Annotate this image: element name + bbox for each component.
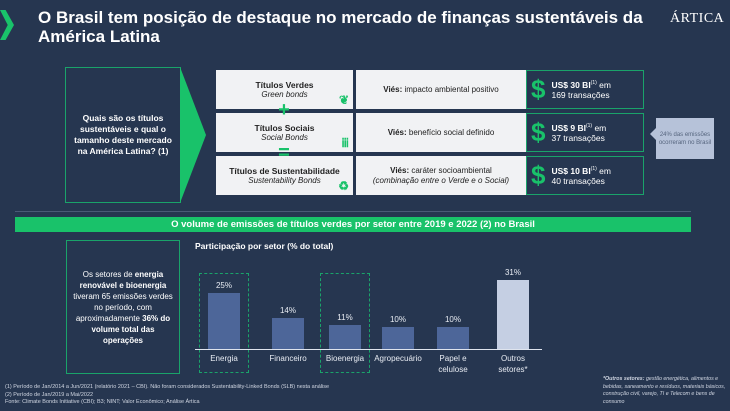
bond-name-cell: Títulos de Sustentabilidade Sustentabilit… — [216, 156, 353, 195]
bias-cell: Viés: benefício social definido — [356, 113, 526, 152]
category-label: Financeiro — [269, 354, 307, 363]
bond-row: Títulos Verdes Green bonds ❦ Viés: impacto… — [216, 70, 644, 109]
footnote: (1) Período de Jan/2014 a Jun/2021 (rela… — [5, 384, 330, 390]
bar — [437, 326, 469, 349]
bias-cell: Viés: caráter socioambiental (combinação … — [356, 156, 526, 195]
people-icon: ⅲ — [341, 136, 349, 150]
equals-icon: = — [278, 142, 290, 164]
page-title: O Brasil tem posição de destaque no merc… — [38, 8, 643, 46]
bond-name-cell: Títulos Sociais Social Bonds ⅲ — [216, 113, 353, 152]
highlight-box — [320, 273, 370, 373]
bond-name-en: Green bonds — [261, 90, 308, 99]
bias-cell: Viés: impacto ambiental positivo — [356, 70, 526, 109]
transaction-count: 37 transações — [551, 133, 605, 144]
bond-row: Títulos Sociais Social Bonds ⅲ Viés: benef… — [216, 113, 644, 152]
section-banner: O volume de emissões de títulos verdes p… — [15, 217, 691, 232]
data-label: 14% — [279, 305, 296, 315]
category-label: Papel e celulose — [438, 354, 468, 374]
question-box: Quais são os títulos sustentáveis e qual… — [65, 67, 181, 203]
bar — [329, 324, 361, 349]
footnote-ref: (1) — [585, 122, 593, 129]
bar — [208, 293, 240, 349]
transaction-count: 40 transações — [551, 176, 605, 187]
bond-name-en: Sustentability Bonds — [248, 176, 321, 185]
divider — [15, 211, 691, 212]
bar — [272, 317, 304, 349]
data-label: 31% — [504, 268, 521, 277]
category-label: Bioenergia — [325, 354, 365, 363]
bias-detail: (combinação entre o Verde e o Social) — [372, 175, 510, 185]
bias-label: Viés: — [383, 84, 403, 94]
dollar-icon: $ — [531, 117, 546, 147]
data-label: 11% — [337, 312, 353, 322]
source-note: Fonte: Climate Bonds Initiative (CBI); B… — [5, 399, 200, 405]
plant-in-hand-icon: ❦ — [338, 93, 349, 107]
category-label: Agropecuário — [374, 354, 422, 363]
recycle-icon: ♻ — [338, 179, 349, 193]
other-sectors-note: *Outros setores: gestão energética, alim… — [603, 376, 730, 406]
bond-name-cell: Títulos Verdes Green bonds ❦ — [216, 70, 353, 109]
volume-em: em — [596, 79, 611, 90]
insight-bold: 36% do volume total das operações — [91, 313, 171, 345]
category-label: Energia — [210, 354, 238, 363]
volume-cell: $ US$ 9 BI(1) em 37 transações — [526, 113, 644, 152]
highlight-box — [199, 273, 249, 373]
insight-box: Os setores de energia renovável e bioene… — [66, 240, 180, 374]
chevron-logo-icon — [0, 10, 14, 40]
bar — [497, 280, 529, 349]
data-label: 10% — [389, 314, 406, 324]
bar — [382, 326, 414, 349]
dollar-icon: $ — [531, 160, 546, 190]
artica-logo: ÁRTICA — [670, 11, 725, 26]
data-label: 10% — [444, 314, 461, 324]
data-label: 25% — [215, 281, 232, 291]
bond-name: Títulos Sociais — [254, 123, 315, 133]
chart-title: Participação por setor (% do total) — [195, 241, 334, 251]
bond-name-en: Social Bonds — [261, 133, 308, 142]
plus-icon: + — [278, 99, 290, 121]
transaction-count: 169 transações — [551, 90, 610, 101]
volume-em: em — [596, 165, 611, 176]
volume-cell: $ US$ 30 BI(1) em 169 transações — [526, 70, 644, 109]
volume-amount: US$ 30 BI — [551, 79, 591, 90]
bias-text: impacto ambiental positivo — [402, 84, 499, 94]
bias-text: caráter socioambiental — [409, 165, 492, 175]
bias-label: Viés: — [387, 127, 407, 137]
volume-amount: US$ 9 BI — [551, 122, 586, 133]
insight-text: Os setores de — [82, 269, 135, 279]
bias-label: Viés: — [390, 165, 410, 175]
insight-bold: energia renovável e bioenergia — [79, 269, 167, 290]
note-label: *Outros setores: — [603, 376, 645, 382]
footnote-ref: (1) — [590, 165, 597, 172]
bond-row: Títulos de Sustentabilidade Sustentabilit… — [216, 156, 644, 195]
dollar-icon: $ — [531, 74, 546, 104]
bond-name: Títulos de Sustentabilidade — [229, 166, 340, 176]
arrow-icon — [180, 67, 206, 203]
bias-text: benefício social definido — [406, 127, 495, 137]
footnote-ref: (1) — [590, 79, 597, 86]
x-axis — [195, 349, 542, 350]
volume-amount: US$ 10 BI — [551, 165, 591, 176]
note-text: gestão energética, alimentos e bebidas, … — [603, 376, 726, 405]
callout-brazil-share: 24% das emissões ocorreram no Brasil — [650, 118, 714, 159]
bond-name: Títulos Verdes — [255, 80, 314, 90]
category-label: Outros setores* — [498, 354, 528, 374]
volume-cell: $ US$ 10 BI(1) em 40 transações — [526, 156, 644, 195]
footnote: (2) Período de Jan/2019 a Mai/2022 — [5, 391, 94, 398]
footnotes: (1) Período de Jan/2014 a Jun/2021 (rela… — [5, 384, 329, 407]
insight-text: tiveram 65 emissões verdes no período, c… — [73, 291, 173, 323]
volume-em: em — [592, 122, 607, 133]
